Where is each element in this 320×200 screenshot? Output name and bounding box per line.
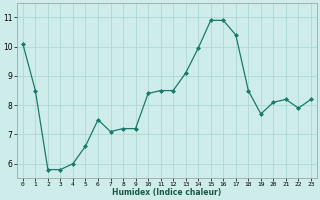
X-axis label: Humidex (Indice chaleur): Humidex (Indice chaleur) <box>112 188 221 197</box>
